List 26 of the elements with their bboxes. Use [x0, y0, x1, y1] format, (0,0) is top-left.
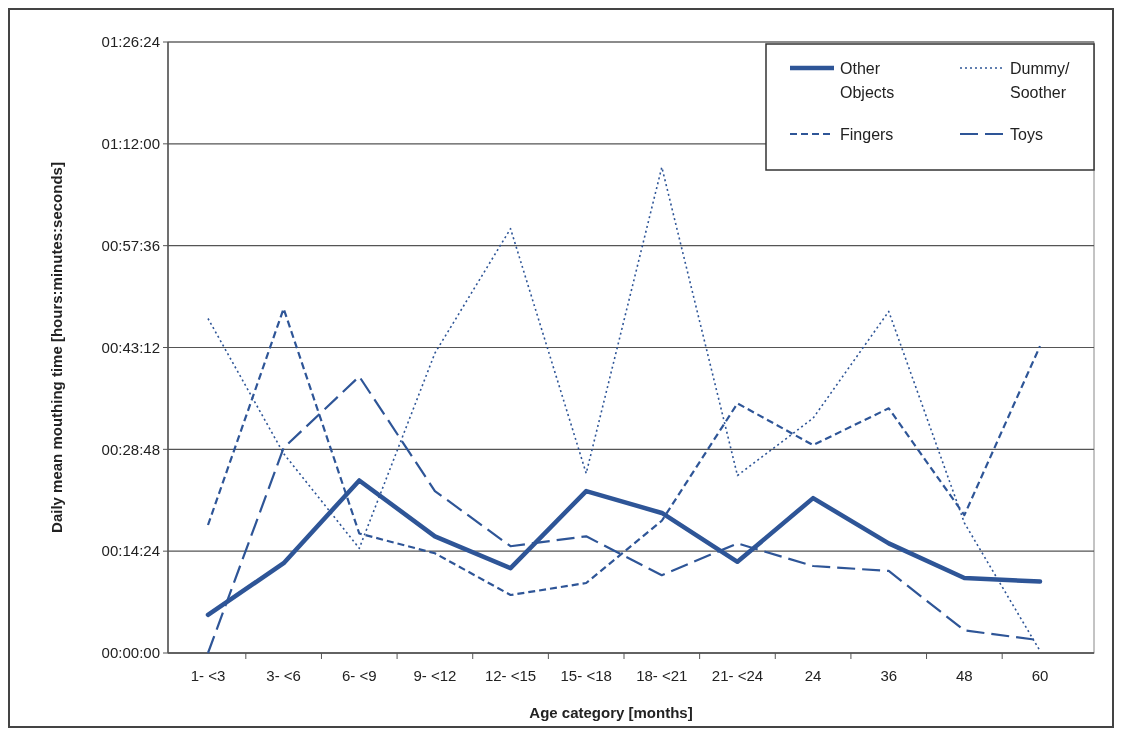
y-tick-label: 00:57:36 [101, 236, 160, 254]
x-tick-label: 60 [1031, 667, 1049, 684]
y-tick-label: 00:28:48 [101, 440, 160, 458]
legend-label: Dummy/ Soother [1010, 59, 1071, 101]
line-series [207, 166, 1041, 652]
legend-label: Toys [1010, 125, 1043, 143]
y-tick-label: 00:14:24 [101, 542, 160, 560]
x-tick-label: 15- <18 [560, 667, 612, 684]
x-tick-label: 9- <12 [413, 667, 457, 684]
y-axis-title: Daily mean mouthing time [hours:minutes:seconds] [48, 162, 65, 533]
y-tick-label: 00:43:12 [101, 338, 160, 356]
y-tick-label: 00:00:00 [101, 644, 160, 662]
x-tick-label: 21- <24 [711, 667, 764, 684]
legend-label: Other Objects [840, 59, 895, 101]
legend-label: Fingers [840, 125, 894, 143]
x-tick-label: 6- <9 [341, 667, 377, 684]
x-tick-label: 12- <15 [484, 667, 537, 684]
x-tick-label: 24 [804, 667, 822, 684]
x-tick-label: 48 [956, 667, 973, 684]
x-tick-label: 1- <3 [190, 667, 226, 684]
x-tick-label: 3- <6 [266, 667, 301, 684]
y-tick-label: 01:26:24 [101, 33, 160, 51]
x-tick-label: 36 [880, 667, 898, 684]
y-tick-label: 01:12:00 [101, 135, 160, 153]
x-axis-title: Age category [months] [529, 704, 693, 721]
x-tick-label: 18- <21 [636, 667, 688, 684]
